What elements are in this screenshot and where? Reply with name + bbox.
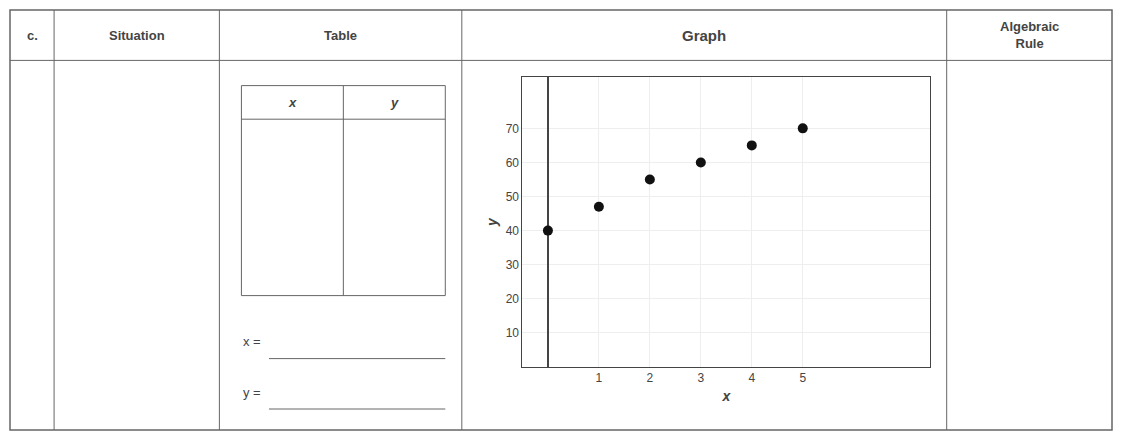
svg-text:30: 30	[506, 258, 520, 272]
svg-text:AlgebraicRule: AlgebraicRule	[1000, 19, 1059, 51]
svg-text:20: 20	[506, 292, 520, 306]
svg-text:50: 50	[506, 190, 520, 204]
svg-text:x: x	[288, 95, 297, 110]
svg-text:x: x	[721, 388, 731, 404]
svg-text:y: y	[484, 217, 500, 227]
svg-text:Table: Table	[324, 28, 357, 43]
svg-text:y =: y =	[243, 385, 261, 400]
svg-text:10: 10	[506, 326, 520, 340]
svg-text:2: 2	[647, 371, 654, 385]
svg-text:70: 70	[506, 122, 520, 136]
svg-text:c.: c.	[27, 28, 38, 43]
svg-text:3: 3	[697, 371, 704, 385]
svg-text:40: 40	[506, 224, 520, 238]
svg-text:Graph: Graph	[682, 27, 726, 44]
svg-text:x =: x =	[243, 334, 261, 349]
svg-text:y: y	[390, 95, 399, 110]
svg-text:1: 1	[596, 371, 603, 385]
svg-text:5: 5	[799, 371, 806, 385]
svg-text:60: 60	[506, 156, 520, 170]
svg-text:Situation: Situation	[109, 28, 165, 43]
svg-text:4: 4	[748, 371, 755, 385]
